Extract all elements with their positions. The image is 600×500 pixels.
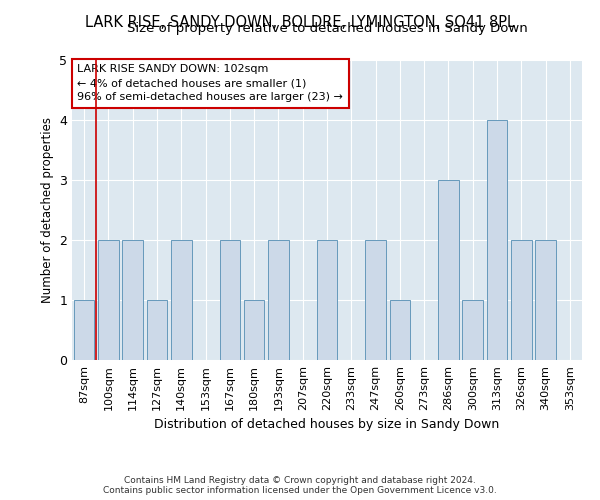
- Bar: [317, 240, 337, 360]
- Bar: [268, 240, 289, 360]
- Bar: [244, 300, 265, 360]
- Bar: [463, 300, 483, 360]
- Bar: [389, 300, 410, 360]
- Y-axis label: Number of detached properties: Number of detached properties: [41, 117, 53, 303]
- Text: LARK RISE SANDY DOWN: 102sqm
← 4% of detached houses are smaller (1)
96% of semi: LARK RISE SANDY DOWN: 102sqm ← 4% of det…: [77, 64, 343, 102]
- Text: Contains HM Land Registry data © Crown copyright and database right 2024.
Contai: Contains HM Land Registry data © Crown c…: [103, 476, 497, 495]
- Bar: [171, 240, 191, 360]
- Bar: [365, 240, 386, 360]
- Bar: [146, 300, 167, 360]
- Bar: [74, 300, 94, 360]
- Bar: [438, 180, 459, 360]
- Bar: [220, 240, 240, 360]
- Bar: [98, 240, 119, 360]
- Title: Size of property relative to detached houses in Sandy Down: Size of property relative to detached ho…: [127, 22, 527, 35]
- Bar: [511, 240, 532, 360]
- Bar: [487, 120, 508, 360]
- Bar: [535, 240, 556, 360]
- Text: LARK RISE, SANDY DOWN, BOLDRE, LYMINGTON, SO41 8PL: LARK RISE, SANDY DOWN, BOLDRE, LYMINGTON…: [85, 15, 515, 30]
- Bar: [122, 240, 143, 360]
- X-axis label: Distribution of detached houses by size in Sandy Down: Distribution of detached houses by size …: [154, 418, 500, 432]
